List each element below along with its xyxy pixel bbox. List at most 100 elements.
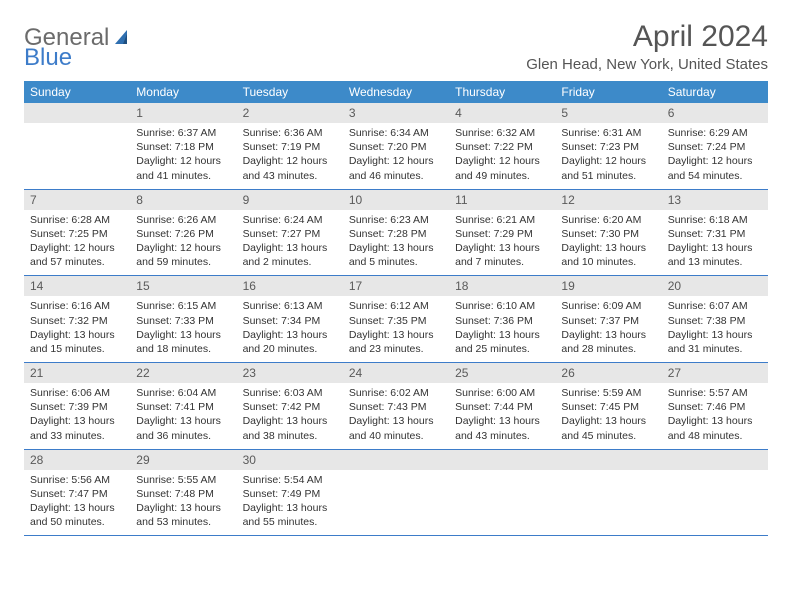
weekday-header: Friday xyxy=(555,81,661,103)
day-details: Sunrise: 6:31 AMSunset: 7:23 PMDaylight:… xyxy=(555,123,661,189)
day-number xyxy=(555,450,661,470)
day-details: Sunrise: 6:12 AMSunset: 7:35 PMDaylight:… xyxy=(343,296,449,362)
sunrise: Sunrise: 6:10 AM xyxy=(455,299,549,313)
daylight: Daylight: 13 hours and 18 minutes. xyxy=(136,328,230,356)
sunset: Sunset: 7:20 PM xyxy=(349,140,443,154)
day-details xyxy=(449,470,555,536)
sunrise: Sunrise: 6:32 AM xyxy=(455,126,549,140)
daylight: Daylight: 13 hours and 38 minutes. xyxy=(243,414,337,442)
sunrise: Sunrise: 5:57 AM xyxy=(668,386,762,400)
week: 123456Sunrise: 6:37 AMSunset: 7:18 PMDay… xyxy=(24,103,768,190)
daylight: Daylight: 13 hours and 25 minutes. xyxy=(455,328,549,356)
day-number: 23 xyxy=(237,363,343,383)
header: General April 2024 Glen Head, New York, … xyxy=(24,20,768,73)
day-number: 30 xyxy=(237,450,343,470)
day-details: Sunrise: 6:20 AMSunset: 7:30 PMDaylight:… xyxy=(555,210,661,276)
sunset: Sunset: 7:28 PM xyxy=(349,227,443,241)
sunset: Sunset: 7:42 PM xyxy=(243,400,337,414)
day-details: Sunrise: 6:26 AMSunset: 7:26 PMDaylight:… xyxy=(130,210,236,276)
day-details: Sunrise: 6:09 AMSunset: 7:37 PMDaylight:… xyxy=(555,296,661,362)
day-number: 4 xyxy=(449,103,555,123)
day-number xyxy=(24,103,130,123)
day-details: Sunrise: 5:56 AMSunset: 7:47 PMDaylight:… xyxy=(24,470,130,536)
daylight: Daylight: 13 hours and 7 minutes. xyxy=(455,241,549,269)
day-number: 3 xyxy=(343,103,449,123)
day-details: Sunrise: 6:15 AMSunset: 7:33 PMDaylight:… xyxy=(130,296,236,362)
week: 21222324252627Sunrise: 6:06 AMSunset: 7:… xyxy=(24,363,768,450)
sunrise: Sunrise: 6:15 AM xyxy=(136,299,230,313)
sunrise: Sunrise: 5:55 AM xyxy=(136,473,230,487)
day-number-row: 123456 xyxy=(24,103,768,123)
day-details xyxy=(24,123,130,189)
day-number: 28 xyxy=(24,450,130,470)
sunrise: Sunrise: 6:20 AM xyxy=(561,213,655,227)
sunrise: Sunrise: 6:31 AM xyxy=(561,126,655,140)
daylight: Daylight: 13 hours and 43 minutes. xyxy=(455,414,549,442)
day-number xyxy=(343,450,449,470)
weekday-header: Tuesday xyxy=(237,81,343,103)
sunset: Sunset: 7:46 PM xyxy=(668,400,762,414)
day-details-row: Sunrise: 5:56 AMSunset: 7:47 PMDaylight:… xyxy=(24,470,768,536)
day-number: 19 xyxy=(555,276,661,296)
sunrise: Sunrise: 6:18 AM xyxy=(668,213,762,227)
sunset: Sunset: 7:44 PM xyxy=(455,400,549,414)
day-details: Sunrise: 6:34 AMSunset: 7:20 PMDaylight:… xyxy=(343,123,449,189)
calendar: SundayMondayTuesdayWednesdayThursdayFrid… xyxy=(24,81,768,536)
weekday-header: Sunday xyxy=(24,81,130,103)
logo-part2: Blue xyxy=(24,44,72,72)
daylight: Daylight: 13 hours and 23 minutes. xyxy=(349,328,443,356)
day-details: Sunrise: 6:10 AMSunset: 7:36 PMDaylight:… xyxy=(449,296,555,362)
sunrise: Sunrise: 6:00 AM xyxy=(455,386,549,400)
sunrise: Sunrise: 6:07 AM xyxy=(668,299,762,313)
sunset: Sunset: 7:43 PM xyxy=(349,400,443,414)
sunset: Sunset: 7:18 PM xyxy=(136,140,230,154)
sunrise: Sunrise: 6:26 AM xyxy=(136,213,230,227)
day-number-row: 14151617181920 xyxy=(24,276,768,296)
day-details: Sunrise: 6:24 AMSunset: 7:27 PMDaylight:… xyxy=(237,210,343,276)
sunset: Sunset: 7:37 PM xyxy=(561,314,655,328)
day-number: 22 xyxy=(130,363,236,383)
sunset: Sunset: 7:47 PM xyxy=(30,487,124,501)
sunset: Sunset: 7:41 PM xyxy=(136,400,230,414)
daylight: Daylight: 12 hours and 41 minutes. xyxy=(136,154,230,182)
day-number-row: 282930 xyxy=(24,450,768,470)
sunrise: Sunrise: 6:12 AM xyxy=(349,299,443,313)
day-number: 12 xyxy=(555,190,661,210)
day-number: 9 xyxy=(237,190,343,210)
sunset: Sunset: 7:45 PM xyxy=(561,400,655,414)
day-details-row: Sunrise: 6:28 AMSunset: 7:25 PMDaylight:… xyxy=(24,210,768,276)
day-number: 7 xyxy=(24,190,130,210)
title-block: April 2024 Glen Head, New York, United S… xyxy=(526,20,768,73)
sunrise: Sunrise: 6:09 AM xyxy=(561,299,655,313)
daylight: Daylight: 13 hours and 48 minutes. xyxy=(668,414,762,442)
daylight: Daylight: 13 hours and 2 minutes. xyxy=(243,241,337,269)
sunset: Sunset: 7:49 PM xyxy=(243,487,337,501)
day-number: 26 xyxy=(555,363,661,383)
sunset: Sunset: 7:35 PM xyxy=(349,314,443,328)
sunrise: Sunrise: 6:16 AM xyxy=(30,299,124,313)
sunrise: Sunrise: 6:34 AM xyxy=(349,126,443,140)
sunset: Sunset: 7:48 PM xyxy=(136,487,230,501)
day-number: 18 xyxy=(449,276,555,296)
day-details: Sunrise: 6:32 AMSunset: 7:22 PMDaylight:… xyxy=(449,123,555,189)
day-number: 6 xyxy=(662,103,768,123)
month-title: April 2024 xyxy=(526,20,768,54)
day-details: Sunrise: 6:18 AMSunset: 7:31 PMDaylight:… xyxy=(662,210,768,276)
day-details: Sunrise: 5:57 AMSunset: 7:46 PMDaylight:… xyxy=(662,383,768,449)
day-details xyxy=(555,470,661,536)
sunrise: Sunrise: 6:04 AM xyxy=(136,386,230,400)
sunrise: Sunrise: 5:54 AM xyxy=(243,473,337,487)
sunrise: Sunrise: 6:06 AM xyxy=(30,386,124,400)
sunset: Sunset: 7:22 PM xyxy=(455,140,549,154)
weekday-header: Wednesday xyxy=(343,81,449,103)
sunrise: Sunrise: 5:56 AM xyxy=(30,473,124,487)
sunset: Sunset: 7:27 PM xyxy=(243,227,337,241)
day-details: Sunrise: 6:21 AMSunset: 7:29 PMDaylight:… xyxy=(449,210,555,276)
week: 282930Sunrise: 5:56 AMSunset: 7:47 PMDay… xyxy=(24,450,768,537)
day-details xyxy=(662,470,768,536)
day-details: Sunrise: 6:03 AMSunset: 7:42 PMDaylight:… xyxy=(237,383,343,449)
day-number: 10 xyxy=(343,190,449,210)
day-number xyxy=(662,450,768,470)
logo-sail-icon xyxy=(113,28,133,48)
sunset: Sunset: 7:24 PM xyxy=(668,140,762,154)
